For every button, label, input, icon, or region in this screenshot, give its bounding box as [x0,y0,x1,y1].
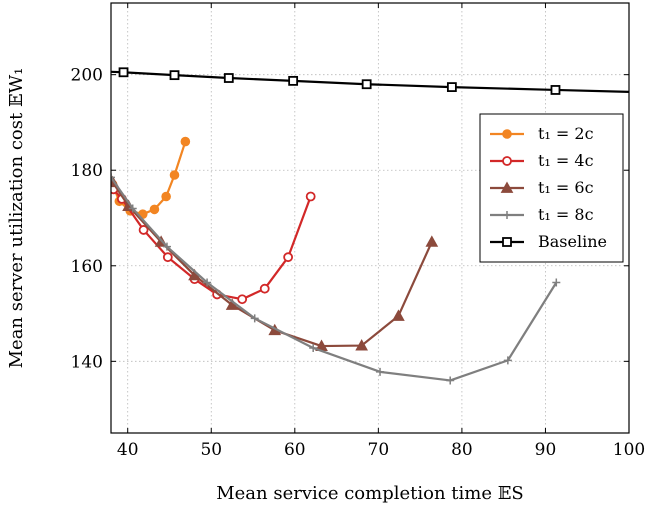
data-point-marker [425,235,439,247]
data-point-marker [502,156,512,166]
x-tick-label: 80 [451,440,473,460]
data-point-marker [502,129,512,139]
plot-frame [110,2,630,434]
legend-entry: Baseline [490,232,607,251]
y-tick-label: 140 [71,352,103,372]
y-axis-label: Mean server utilization cost 𝔼W₁ [6,68,27,369]
x-tick-label: 90 [535,440,557,460]
x-tick-label: 40 [117,440,139,460]
series-line [112,188,312,301]
legend: t₁ = 2c t₁ = 4c t₁ = 6c t₁ = 8c Baseline [479,113,624,263]
data-point-marker [503,356,512,365]
data-point-marker [503,211,511,219]
data-point-marker [392,309,405,321]
legend-label: t₁ = 8c [538,205,594,224]
data-point-marker [138,225,149,235]
data-point-marker [376,367,385,376]
data-point-marker [223,73,234,83]
data-point-marker [250,314,259,323]
data-point-marker [355,339,368,351]
data-point-marker [446,376,455,385]
legend-label: t₁ = 2c [538,124,594,143]
data-point-marker [309,343,318,352]
data-point-marker [361,79,372,90]
series-5 [111,67,629,95]
data-point-marker [283,252,294,263]
data-point-marker [500,181,514,193]
series-layer [111,67,629,385]
legend-label: t₁ = 6c [538,178,594,197]
x-tick-label: 60 [284,440,306,460]
legend-label: t₁ = 4c [538,151,594,170]
legend-entry: t₁ = 8c [490,205,594,224]
x-tick-label: 100 [613,440,645,460]
legend-entry: t₁ = 6c [490,178,594,197]
series-line [111,176,558,382]
y-tick-label: 160 [71,257,103,277]
data-point-marker [550,85,561,95]
data-point-marker [162,252,173,263]
legend-entry: t₁ = 2c [490,124,594,143]
data-point-marker [180,136,191,147]
data-point-marker [552,278,561,287]
data-point-marker [502,237,512,247]
legend-label: Baseline [538,232,607,251]
x-tick-label: 50 [200,440,222,460]
axis-ticks: 40 50 60 70 80 90 100 140 160 180 200 [71,3,645,460]
data-point-marker [162,242,171,251]
series-4 [111,173,561,385]
y-tick-label: 180 [71,161,103,181]
data-point-marker [446,82,457,92]
data-point-marker [288,75,299,86]
data-point-marker [128,204,137,213]
data-point-marker [169,70,180,81]
data-point-marker [161,191,171,202]
y-tick-label: 200 [71,66,103,86]
data-point-marker [169,170,180,180]
legend-entry: t₁ = 4c [490,151,594,170]
data-point-marker [149,204,160,215]
data-point-marker [111,173,115,182]
data-point-marker [203,278,212,287]
data-point-marker [305,191,316,202]
x-axis-label: Mean service completion time 𝔼S [216,483,524,504]
data-point-marker [259,283,270,294]
data-point-marker [118,67,129,78]
x-tick-label: 70 [368,440,390,460]
data-point-marker [237,294,248,305]
